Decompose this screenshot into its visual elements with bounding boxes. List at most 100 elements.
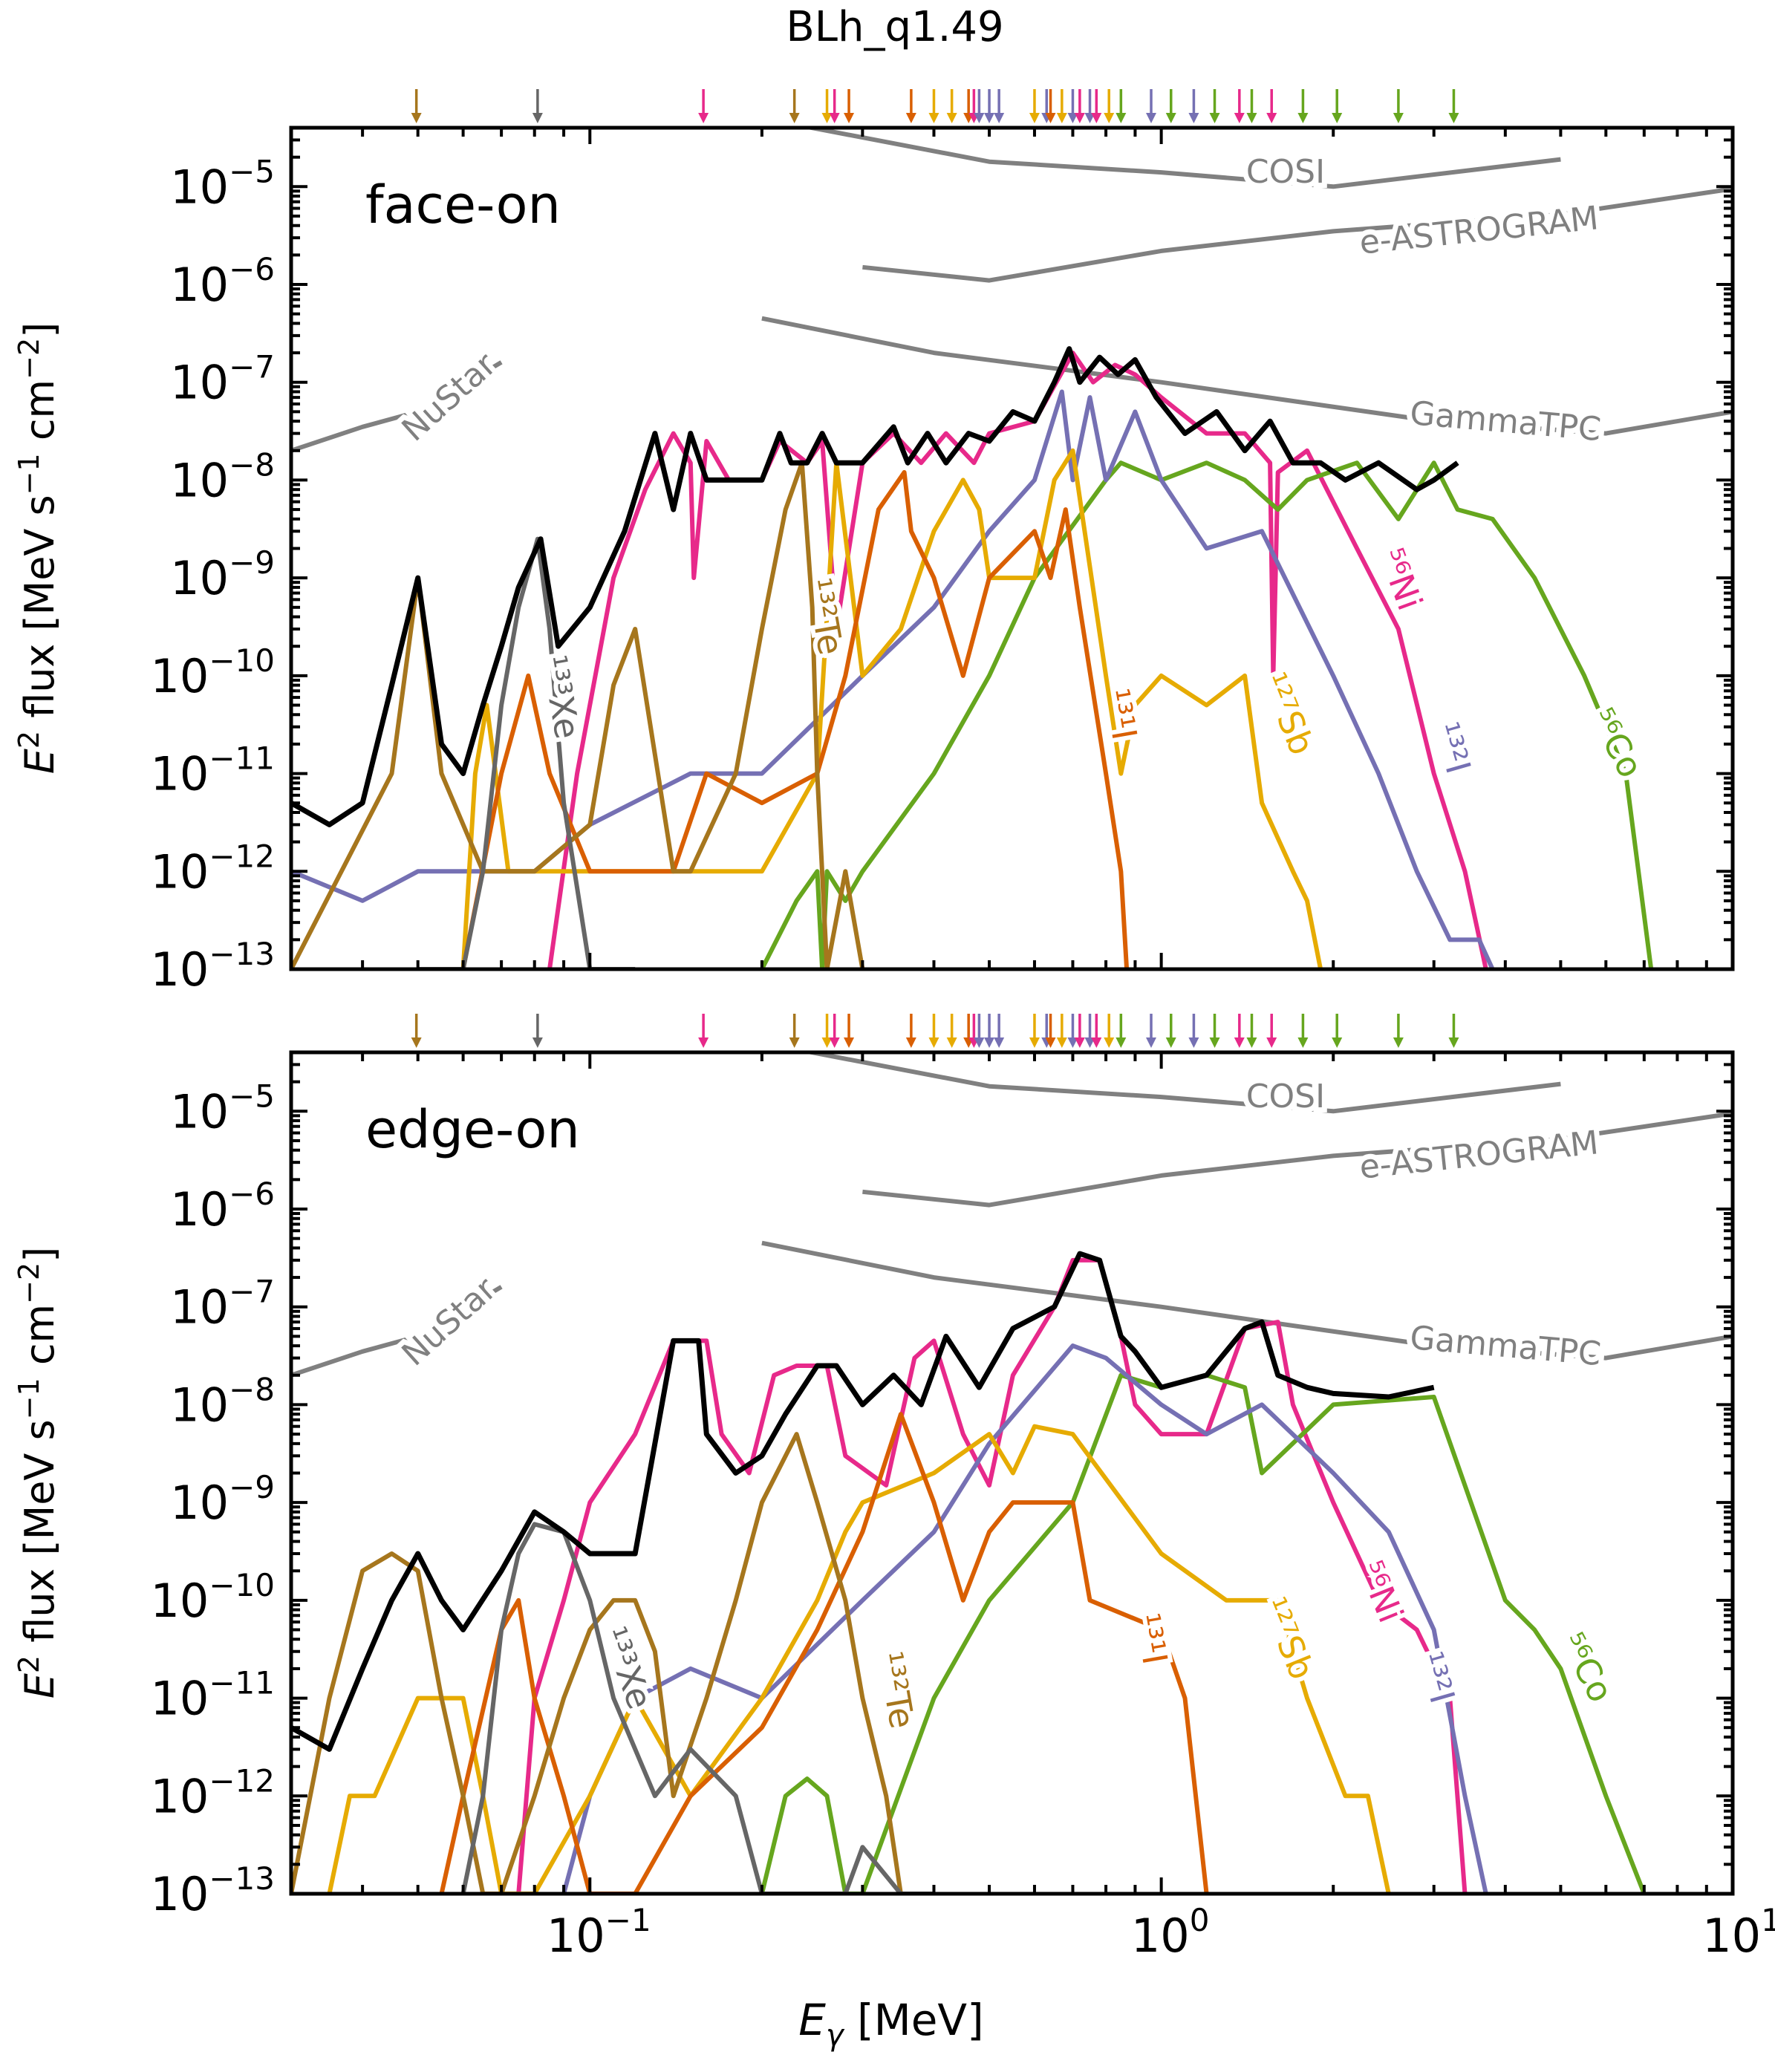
series-line-132te bbox=[291, 460, 865, 969]
line-marker-arrow bbox=[1209, 89, 1220, 123]
line-marker-arrow bbox=[994, 1014, 1005, 1048]
line-marker-arrow bbox=[411, 1014, 422, 1048]
line-marker-arrow bbox=[1332, 89, 1343, 123]
line-marker-arrow bbox=[1234, 89, 1245, 123]
line-marker-arrow bbox=[821, 89, 833, 123]
series-line-133xe bbox=[460, 1522, 934, 1894]
y-tick-label: 10−7 bbox=[170, 1274, 275, 1335]
x-axis-label: Eγ [MeV] bbox=[798, 1995, 983, 2053]
y-tick-label: 10−11 bbox=[150, 1665, 275, 1726]
series-line-total bbox=[291, 346, 1459, 827]
sensitivity-curve-cosi bbox=[799, 1052, 1561, 1114]
panel-face-on: COSIe-ASTROGRAMGammaTPCNuStar⁵⁶Ni⁵⁶Co¹³²… bbox=[150, 89, 1735, 997]
sensitivity-curve-e-astrogram bbox=[862, 186, 1733, 283]
line-marker-arrow bbox=[1029, 1014, 1040, 1048]
line-marker-arrow bbox=[1393, 89, 1404, 123]
line-marker-arrow bbox=[1188, 89, 1199, 123]
series-label-56ni: ⁵⁶Ni bbox=[1371, 543, 1430, 615]
series-line-total bbox=[291, 1251, 1435, 1752]
panel-label: face-on bbox=[365, 175, 561, 235]
series-label-127sb: ¹²⁷Sb bbox=[1254, 1592, 1323, 1685]
series-line-127sb bbox=[460, 448, 1323, 969]
line-marker-arrow bbox=[1104, 1014, 1115, 1048]
line-marker-arrow bbox=[789, 89, 800, 123]
line-marker-arrow bbox=[1056, 89, 1067, 123]
line-marker-arrow bbox=[905, 1014, 916, 1048]
sensitivity-curve-gammatpc bbox=[761, 1240, 1733, 1361]
y-tick-label: 10−7 bbox=[170, 349, 275, 410]
line-marker-arrow bbox=[532, 89, 543, 123]
y-tick-label: 10−13 bbox=[150, 936, 275, 997]
line-marker-arrow bbox=[411, 89, 422, 123]
line-marker-arrow bbox=[1448, 1014, 1459, 1048]
sensitivity-label-nustar: NuStar bbox=[395, 345, 504, 449]
line-marker-arrow bbox=[821, 1014, 833, 1048]
series-line-132i bbox=[561, 1343, 1488, 1894]
y-tick-label: 10−9 bbox=[170, 544, 275, 605]
y-tick-label: 10−11 bbox=[150, 740, 275, 801]
series-label-131i: ¹³¹I bbox=[1127, 1610, 1175, 1667]
y-tick-label: 10−8 bbox=[170, 446, 275, 507]
line-marker-arrow bbox=[1266, 89, 1277, 123]
series-label-131i: ¹³¹I bbox=[1096, 685, 1144, 743]
line-marker-arrow bbox=[1091, 1014, 1102, 1048]
line-marker-arrow bbox=[1146, 1014, 1157, 1048]
line-marker-arrow bbox=[984, 89, 995, 123]
line-marker-arrow bbox=[1116, 1014, 1127, 1048]
y-tick-label: 10−5 bbox=[170, 1078, 275, 1138]
figure-title: BLh_q1.49 bbox=[786, 3, 1003, 51]
series-label-127sb: ¹²⁷Sb bbox=[1254, 667, 1323, 760]
panel-label: edge-on bbox=[365, 1099, 580, 1160]
series-line-131i bbox=[460, 470, 1130, 969]
svg-text:E2 flux [MeV s−1 cm−2]: E2 flux [MeV s−1 cm−2] bbox=[13, 322, 63, 775]
line-marker-arrow bbox=[1332, 1014, 1343, 1048]
x-tick-label: 10−1 bbox=[547, 1902, 651, 1963]
line-marker-arrow bbox=[1067, 1014, 1078, 1048]
panel-edge-on: COSIe-ASTROGRAMGammaTPCNuStar⁵⁶Ni⁵⁶Co¹³²… bbox=[150, 1014, 1775, 1963]
line-marker-arrow bbox=[974, 1014, 985, 1048]
line-marker-arrow bbox=[1165, 1014, 1176, 1048]
series-line-56co bbox=[760, 460, 1654, 969]
y-tick-label: 10−8 bbox=[170, 1371, 275, 1432]
line-marker-arrow bbox=[994, 89, 1005, 123]
line-marker-arrow bbox=[1116, 89, 1127, 123]
line-marker-arrow bbox=[1084, 89, 1095, 123]
line-marker-arrow bbox=[1234, 1014, 1245, 1048]
line-marker-arrow bbox=[1074, 1014, 1085, 1048]
series-line-56ni bbox=[516, 1257, 1468, 1894]
line-marker-arrow bbox=[928, 89, 939, 123]
line-marker-arrow bbox=[1297, 1014, 1309, 1048]
y-axis-label-bottom: E2 flux [MeV s−1 cm−2] bbox=[13, 1247, 63, 1699]
line-marker-arrow bbox=[946, 89, 957, 123]
line-marker-arrow bbox=[844, 89, 855, 123]
line-marker-arrow bbox=[1246, 1014, 1257, 1048]
y-tick-label: 10−13 bbox=[150, 1860, 275, 1921]
line-marker-arrow bbox=[844, 1014, 855, 1048]
sensitivity-label-e-astrogram: e-ASTROGRAM bbox=[1358, 199, 1600, 261]
line-marker-arrow bbox=[905, 89, 916, 123]
y-tick-label: 10−5 bbox=[170, 153, 275, 214]
x-tick-label: 100 bbox=[1131, 1902, 1210, 1963]
series-line-131i bbox=[439, 1412, 1209, 1894]
line-marker-arrow bbox=[1297, 89, 1309, 123]
line-marker-arrow bbox=[984, 1014, 995, 1048]
sensitivity-label-gammatpc: GammaTPC bbox=[1408, 394, 1602, 449]
x-tick-label: 101 bbox=[1702, 1902, 1775, 1963]
series-label-132te: ¹³²Te bbox=[870, 1649, 922, 1732]
line-marker-arrow bbox=[974, 89, 985, 123]
y-tick-label: 10−6 bbox=[170, 1176, 275, 1237]
line-marker-arrow bbox=[946, 1014, 957, 1048]
line-marker-arrow bbox=[829, 89, 840, 123]
sensitivity-curve-cosi bbox=[799, 128, 1561, 189]
series-line-133xe bbox=[417, 536, 636, 969]
line-marker-arrow bbox=[1067, 89, 1078, 123]
line-marker-arrow bbox=[829, 1014, 840, 1048]
line-marker-arrow bbox=[1029, 89, 1040, 123]
sensitivity-curve-nustar bbox=[291, 1285, 503, 1378]
sensitivity-curve-e-astrogram bbox=[862, 1111, 1733, 1208]
line-marker-arrow bbox=[928, 1014, 939, 1048]
line-marker-arrow bbox=[1393, 1014, 1404, 1048]
sensitivity-label-nustar: NuStar bbox=[395, 1270, 504, 1374]
y-tick-label: 10−12 bbox=[150, 1762, 275, 1823]
